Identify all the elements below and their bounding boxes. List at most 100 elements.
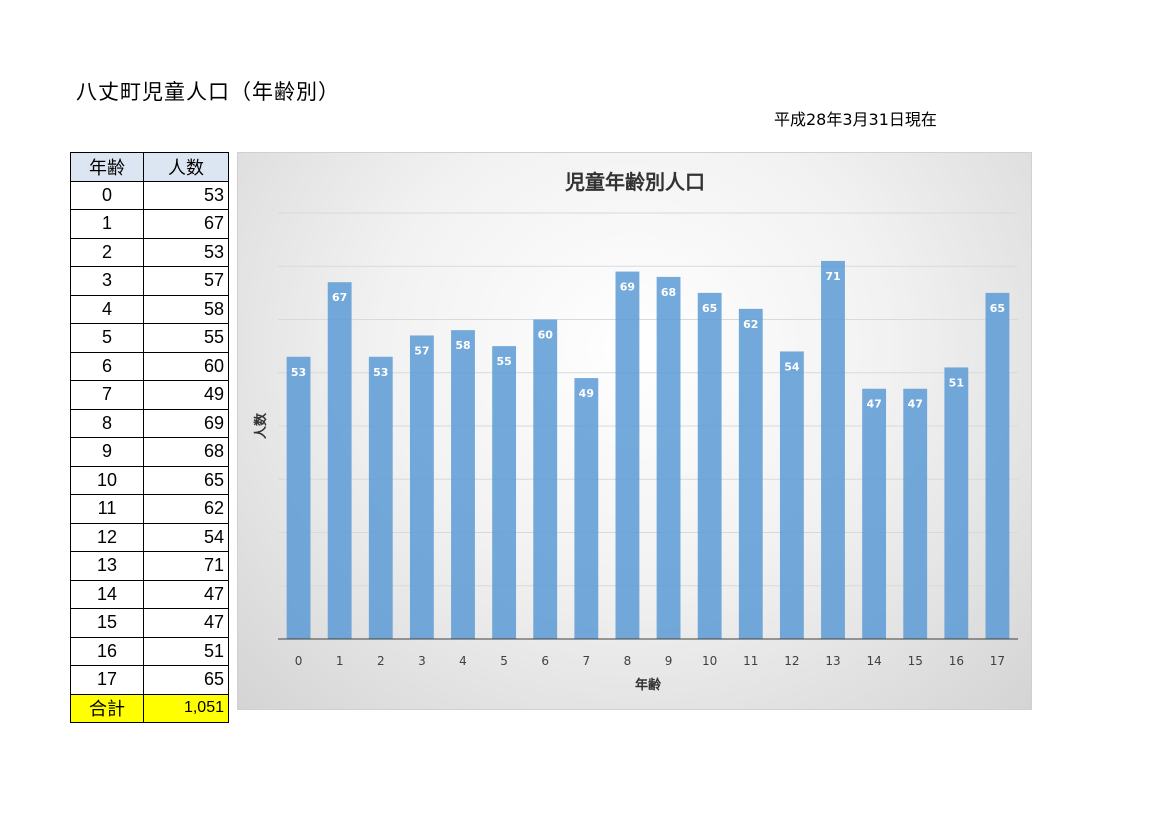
- x-tick-label: 8: [624, 654, 632, 668]
- count-cell: 65: [143, 665, 229, 695]
- gridlines: [278, 212, 1018, 587]
- x-tick-label: 16: [949, 654, 964, 668]
- age-cell: 6: [70, 351, 144, 381]
- table-row: 14 47: [70, 579, 229, 609]
- data-labels: 53 67 53 57 58 55 60 49 69 68 65 62 54 71 47 47 51 65: [291, 270, 1005, 411]
- table-row: 6 60: [70, 351, 229, 381]
- count-cell: 60: [143, 351, 229, 381]
- table-row: 0 53: [70, 180, 229, 210]
- count-cell: 47: [143, 579, 229, 609]
- table-row: 12 54: [70, 522, 229, 552]
- as-of-date: 平成28年3月31日現在: [774, 110, 937, 129]
- data-label: 54: [784, 360, 800, 373]
- bar-age-5: [492, 346, 517, 639]
- x-tick-label: 10: [702, 654, 717, 668]
- header-count: 人数: [143, 152, 229, 182]
- x-tick-label: 4: [459, 654, 467, 668]
- data-label: 71: [825, 270, 840, 283]
- data-label: 65: [702, 302, 717, 315]
- count-cell: 69: [143, 408, 229, 438]
- x-tick-label: 2: [377, 654, 385, 668]
- count-cell: 51: [143, 636, 229, 666]
- x-tick-label: 1: [336, 654, 344, 668]
- table-row: 16 51: [70, 636, 229, 666]
- table-row: 3 57: [70, 266, 229, 296]
- x-tick-label: 11: [743, 654, 758, 668]
- bar-age-16: [944, 367, 969, 639]
- data-label: 60: [538, 329, 554, 342]
- x-tick-label: 14: [866, 654, 881, 668]
- y-axis-title: 人数: [253, 412, 269, 439]
- x-tick-label: 17: [990, 654, 1005, 668]
- count-cell: 71: [143, 551, 229, 581]
- data-label: 57: [414, 344, 429, 357]
- count-cell: 49: [143, 380, 229, 410]
- bar-age-17: [985, 292, 1010, 639]
- data-label: 53: [291, 366, 306, 379]
- age-cell: 14: [70, 579, 144, 609]
- table-row: 4 58: [70, 294, 229, 324]
- age-cell: 9: [70, 437, 144, 467]
- data-label: 55: [496, 355, 511, 368]
- age-cell: 16: [70, 636, 144, 666]
- x-tick-label: 7: [583, 654, 591, 668]
- bar-age-14: [862, 388, 887, 639]
- age-cell: 3: [70, 266, 144, 296]
- table-row: 10 65: [70, 465, 229, 495]
- data-label: 62: [743, 318, 758, 331]
- bar-age-11: [738, 308, 763, 639]
- x-tick-label: 9: [665, 654, 673, 668]
- count-cell: 55: [143, 323, 229, 353]
- count-cell: 47: [143, 608, 229, 638]
- table-row: 15 47: [70, 608, 229, 638]
- count-cell: 68: [143, 437, 229, 467]
- x-axis-title: 年齢: [635, 677, 662, 693]
- x-tick-label: 5: [500, 654, 508, 668]
- age-cell: 2: [70, 237, 144, 267]
- age-cell: 5: [70, 323, 144, 353]
- bar-age-0: [286, 356, 311, 639]
- age-cell: 1: [70, 209, 144, 239]
- total-row: 合計 1,051: [70, 693, 229, 723]
- table-row: 1 67: [70, 209, 229, 239]
- bar-age-15: [903, 388, 928, 639]
- bars: [286, 260, 1010, 639]
- count-cell: 67: [143, 209, 229, 239]
- data-label: 69: [620, 281, 635, 294]
- count-cell: 53: [143, 180, 229, 210]
- data-label: 68: [661, 286, 676, 299]
- table-header-row: 年齢 人数: [70, 152, 229, 182]
- table-row: 13 71: [70, 551, 229, 581]
- table-row: 8 69: [70, 408, 229, 438]
- count-cell: 53: [143, 237, 229, 267]
- data-label: 67: [332, 291, 347, 304]
- chart-title: 児童年齢別人口: [564, 170, 705, 194]
- table-row: 7 49: [70, 380, 229, 410]
- data-label: 58: [455, 339, 470, 352]
- data-label: 47: [866, 398, 881, 411]
- count-cell: 62: [143, 494, 229, 524]
- age-cell: 7: [70, 380, 144, 410]
- bar-age-10: [697, 292, 722, 639]
- x-tick-label: 3: [418, 654, 426, 668]
- table-row: 5 55: [70, 323, 229, 353]
- chart-area: 児童年齢別人口 53 67 53 57 58 55 60 49 69 68 65 62 54 71 47 47…: [237, 152, 1032, 710]
- data-label: 49: [579, 387, 594, 400]
- table-row: 2 53: [70, 237, 229, 267]
- table-body: 0 53 1 67 2 53 3 57 4 58 5 55 6 60 7 49 8 69 9 68 10 65 11 62 12…: [70, 180, 229, 723]
- age-cell: 11: [70, 494, 144, 524]
- total-label: 合計: [70, 693, 144, 723]
- x-tick-label: 6: [541, 654, 549, 668]
- bar-age-3: [409, 335, 434, 639]
- age-cell: 8: [70, 408, 144, 438]
- count-cell: 54: [143, 522, 229, 552]
- data-label: 65: [990, 302, 1005, 315]
- x-tick-label: 0: [295, 654, 303, 668]
- bar-age-7: [574, 378, 599, 639]
- age-population-table: 年齢 人数 0 53 1 67 2 53 3 57 4 58 5 55 6 60 7 49 8 69 9 68 10 65…: [70, 152, 229, 723]
- data-label: 47: [908, 398, 923, 411]
- count-cell: 58: [143, 294, 229, 324]
- table-row: 11 62: [70, 494, 229, 524]
- bar-age-4: [451, 330, 475, 639]
